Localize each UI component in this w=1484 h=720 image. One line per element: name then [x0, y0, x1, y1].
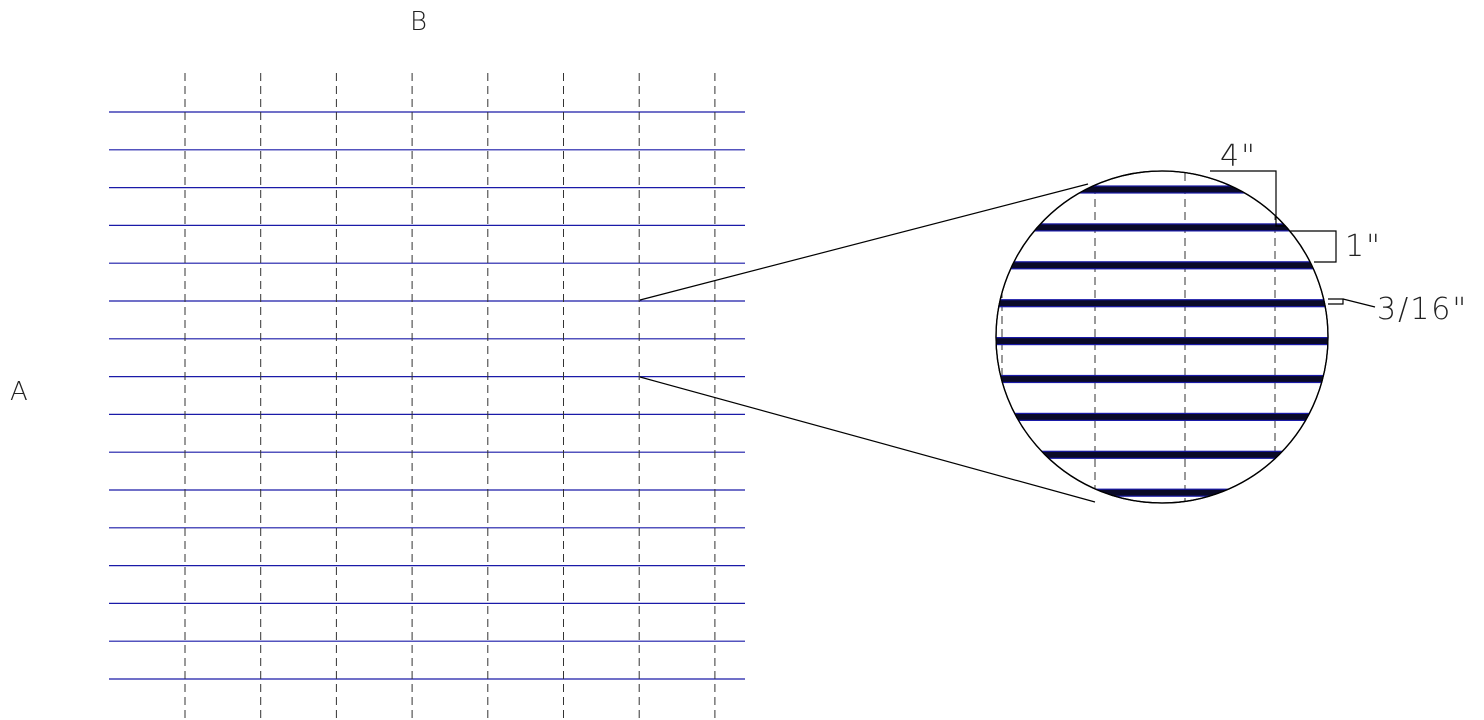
bearing-bars: [109, 111, 745, 680]
dimension-thickness-label: 3/16": [1377, 292, 1468, 327]
detail-bearing-bar: [996, 337, 1328, 346]
detail-bearing-bar: [996, 374, 1328, 384]
detail-leader-top: [639, 183, 1089, 301]
dimension-depth-label: 1": [1345, 229, 1382, 264]
detail-bearing-bar: [996, 185, 1328, 194]
detail-bearing-bar: [996, 488, 1328, 497]
axis-label-a: A: [10, 377, 28, 407]
detail-leader-bottom: [639, 376, 1096, 503]
cross-bars: [184, 73, 716, 718]
detail-bearing-bar: [996, 412, 1328, 421]
detail-bearing-bar: [996, 261, 1328, 270]
axis-label-b: B: [410, 7, 427, 37]
dimension-depth: 1": [1290, 229, 1382, 264]
detail-bearing-bars: [996, 185, 1328, 497]
dimension-spacing: 4": [1210, 139, 1286, 227]
detail-bearing-bar: [996, 450, 1328, 459]
detail-bearing-bar: [996, 223, 1328, 232]
dimension-spacing-label: 4": [1220, 139, 1257, 174]
detail-bearing-bar: [996, 299, 1328, 308]
dimension-thickness: 3/16": [1328, 292, 1468, 327]
detail-view: [995, 170, 1329, 504]
